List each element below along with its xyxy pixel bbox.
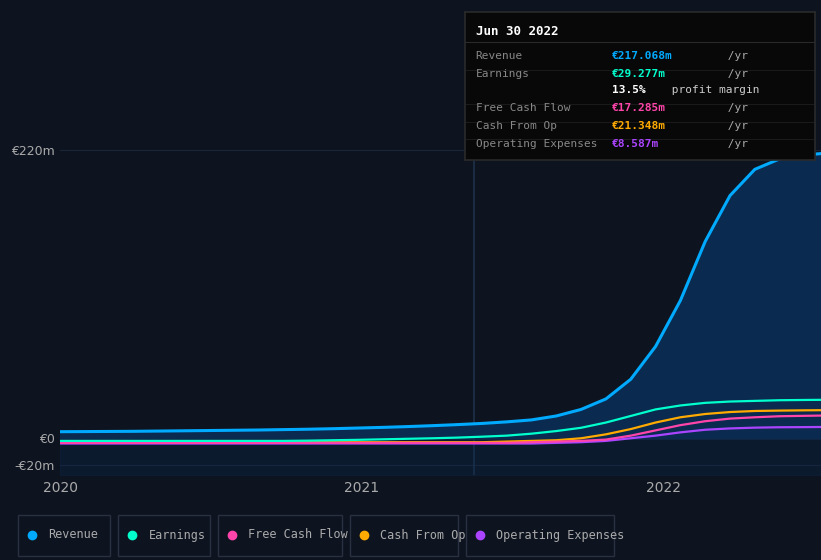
Text: Free Cash Flow: Free Cash Flow <box>475 103 570 113</box>
Text: 13.5%: 13.5% <box>612 86 646 95</box>
Text: profit margin: profit margin <box>664 86 759 95</box>
Text: Revenue: Revenue <box>475 52 523 62</box>
Text: Operating Expenses: Operating Expenses <box>497 529 625 542</box>
Text: /yr: /yr <box>721 103 747 113</box>
Text: Operating Expenses: Operating Expenses <box>475 139 597 149</box>
Text: €21.348m: €21.348m <box>612 121 666 131</box>
Text: Earnings: Earnings <box>475 69 530 79</box>
Text: Free Cash Flow: Free Cash Flow <box>249 529 348 542</box>
Text: Cash From Op: Cash From Op <box>380 529 466 542</box>
Text: Cash From Op: Cash From Op <box>475 121 557 131</box>
Text: /yr: /yr <box>721 52 747 62</box>
Text: /yr: /yr <box>721 121 747 131</box>
Text: Earnings: Earnings <box>149 529 205 542</box>
Text: /yr: /yr <box>721 69 747 79</box>
Text: /yr: /yr <box>721 139 747 149</box>
Text: €29.277m: €29.277m <box>612 69 666 79</box>
Text: Revenue: Revenue <box>48 529 99 542</box>
Text: Jun 30 2022: Jun 30 2022 <box>475 25 558 38</box>
Text: €17.285m: €17.285m <box>612 103 666 113</box>
Text: €8.587m: €8.587m <box>612 139 659 149</box>
Text: €217.068m: €217.068m <box>612 52 672 62</box>
